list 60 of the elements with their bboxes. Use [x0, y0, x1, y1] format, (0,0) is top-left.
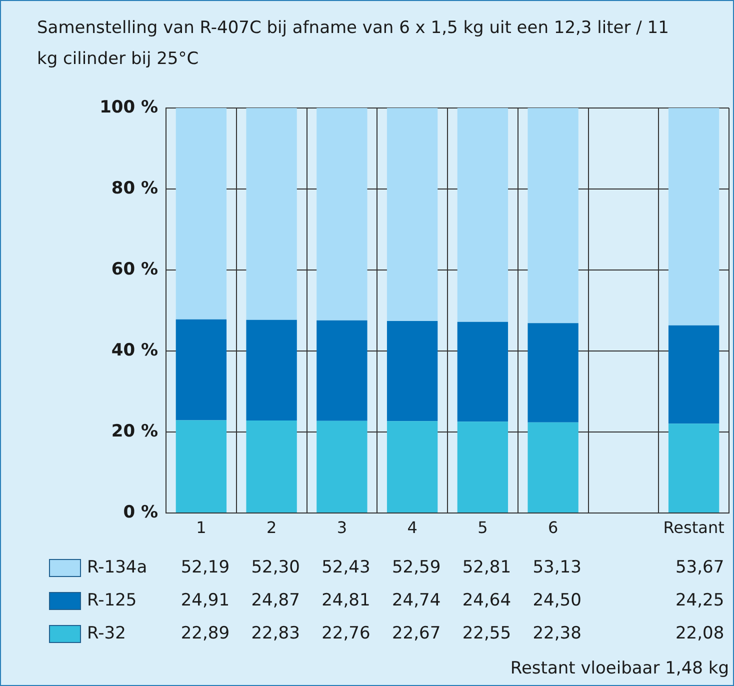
data-label: 52,59 — [392, 557, 441, 578]
y-tick-label: 40 % — [111, 340, 158, 360]
data-label: 24,87 — [251, 590, 300, 610]
bar — [176, 108, 227, 320]
bar — [386, 320, 438, 422]
data-label: 24,64 — [462, 590, 512, 610]
data-label: 22,76 — [322, 623, 370, 644]
data-label: 24,91 — [180, 590, 230, 610]
bar — [316, 320, 368, 421]
bar — [528, 108, 578, 324]
data-label: 24,74 — [392, 590, 441, 610]
data-label: 22,83 — [251, 623, 300, 644]
bar — [316, 420, 368, 512]
data-label: 53,67 — [675, 557, 724, 578]
bar — [668, 108, 720, 326]
bar — [528, 323, 578, 422]
x-tick-label: 2 — [266, 518, 277, 537]
data-label: 52,19 — [180, 557, 230, 578]
bar — [457, 322, 508, 422]
bar — [386, 108, 438, 321]
text: Restant vloeibaar 1,48 kg — [510, 658, 729, 678]
data-label: 22,67 — [392, 623, 441, 644]
data-label: 22,55 — [462, 623, 512, 644]
legend-label: R-134a — [87, 557, 148, 578]
y-tick-label: 100 % — [100, 97, 158, 118]
data-label: 24,25 — [675, 590, 724, 610]
data-label: 24,81 — [322, 590, 370, 610]
data-label: 53,13 — [532, 557, 582, 578]
bar — [246, 320, 297, 421]
x-tick-label: 1 — [196, 518, 206, 537]
data-label: 22,08 — [675, 623, 724, 644]
y-tick-label: 80 % — [111, 178, 158, 198]
bar — [528, 422, 578, 512]
legend-label: R-32 — [87, 623, 126, 644]
bar — [457, 422, 508, 512]
x-tick-label: Restant — [663, 518, 724, 537]
data-label: 24,50 — [532, 590, 582, 610]
bar — [668, 424, 720, 512]
x-tick-label: 3 — [336, 518, 348, 537]
y-tick-label: 0 % — [123, 502, 158, 522]
x-tick-label: 6 — [548, 518, 558, 537]
y-tick-label: 20 % — [111, 421, 158, 442]
data-label: 22,38 — [532, 623, 582, 644]
y-tick-label: 60 % — [111, 259, 158, 280]
x-tick-label: 4 — [407, 518, 418, 537]
bar — [246, 420, 297, 512]
bar — [176, 420, 227, 512]
bar — [457, 108, 508, 322]
data-label: 52,43 — [322, 557, 370, 578]
data-label: 22,89 — [180, 623, 230, 644]
legend-label: R-125 — [87, 590, 137, 610]
bar — [386, 421, 438, 512]
bar — [176, 319, 227, 420]
data-label: 52,30 — [251, 557, 300, 578]
bar — [668, 325, 720, 424]
chart-title: Samenstelling van R-407C bij afname van 6 x 1,5 kg uit een 12,3 liter / 11 kg cilinder bij 25°C — [37, 17, 670, 71]
data-label: 52,81 — [462, 557, 512, 578]
bar — [316, 108, 368, 320]
bar — [246, 108, 297, 320]
x-tick-label: 5 — [478, 518, 488, 537]
